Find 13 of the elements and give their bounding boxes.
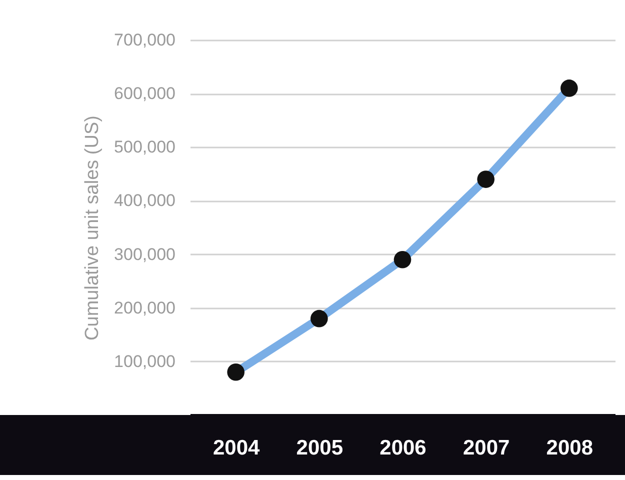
x-tick-label: 2005 xyxy=(296,436,344,460)
x-tick-label: 2006 xyxy=(380,436,426,460)
x-tick-label: 2008 xyxy=(546,436,594,460)
x-tick-label: 2007 xyxy=(462,436,510,460)
y-tick-label: 300,000 xyxy=(114,244,176,264)
y-tick-label: 200,000 xyxy=(114,298,176,318)
y-axis-title: Cumulative unit sales (US) xyxy=(82,116,104,340)
x-tick-label: 2004 xyxy=(212,436,260,460)
y-tick-label: 700,000 xyxy=(114,30,176,50)
y-tick-label: 400,000 xyxy=(114,191,176,210)
y-tick-label: 500,000 xyxy=(114,138,176,157)
y-tick-label: 600,000 xyxy=(114,84,176,104)
y-tick-label: 100,000 xyxy=(114,352,176,371)
